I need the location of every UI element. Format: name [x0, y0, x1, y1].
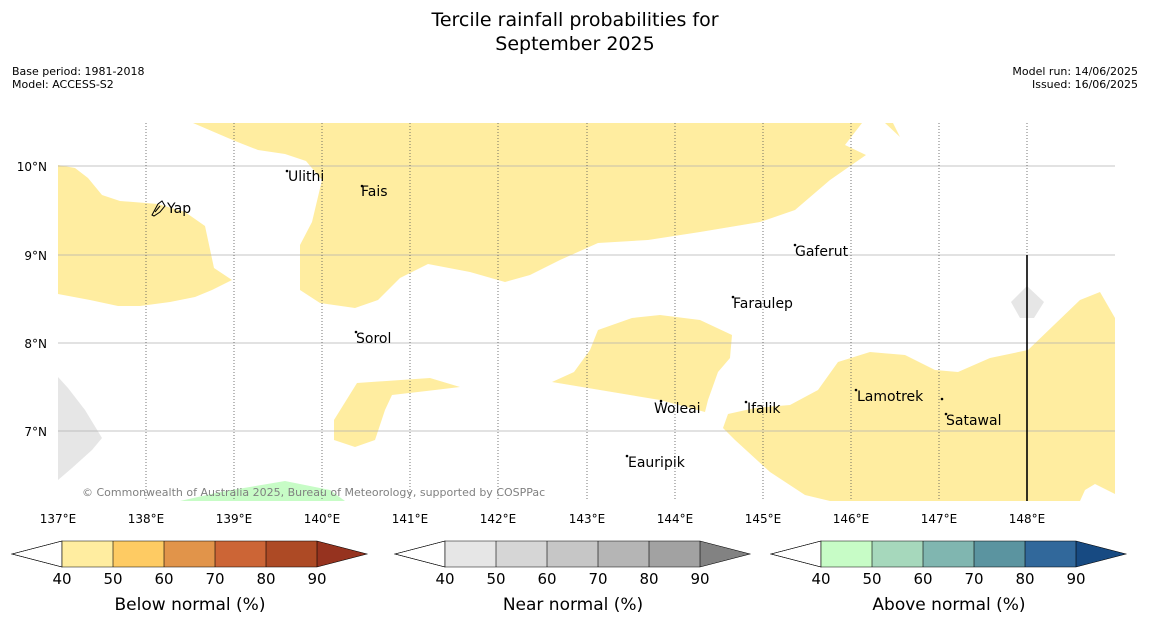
lon-label-144e: 144°E: [657, 512, 694, 526]
island-markers: [151, 169, 948, 458]
meta-left: Base period: 1981-2018 Model: ACCESS-S2: [12, 65, 144, 91]
below-normal-region-southwest: [334, 378, 460, 447]
title-line-1: Tercile rainfall probabilities for: [431, 9, 719, 31]
lat-label-7n: 7°N: [24, 425, 47, 439]
colorbar-above-normal: 40 50 60 70 80 90 Above normal (%): [769, 540, 1128, 615]
below-normal-region-west: [58, 165, 232, 306]
meta-right: Model run: 14/06/2025 Issued: 16/06/2025: [1012, 65, 1138, 91]
lon-label-148e: 148°E: [1009, 512, 1046, 526]
colorbar-below-swatch-3: [215, 541, 266, 567]
colorbar-below-label: Below normal (%): [115, 595, 266, 615]
near-normal-region-west: [58, 377, 102, 480]
colorbar-below-tick-70: 70: [205, 570, 224, 588]
colorbar-near-swatch-3: [598, 541, 649, 567]
place-label-eauripik: Eauripik: [628, 455, 686, 471]
place-label-yap: Yap: [166, 201, 191, 217]
place-label-sorol: Sorol: [356, 331, 391, 347]
yap-island-outline: [151, 200, 166, 217]
colorbar-below-tick-80: 80: [256, 570, 275, 588]
place-label-fais: Fais: [361, 184, 388, 200]
colorbar-below-tick-90: 90: [307, 570, 326, 588]
place-label-woleai: Woleai: [654, 401, 701, 417]
lon-label-141e: 141°E: [392, 512, 429, 526]
base-period-text: Base period: 1981-2018: [12, 65, 145, 78]
colorbar-near-tick-60: 60: [537, 570, 556, 588]
above-normal-region-south: [180, 481, 345, 501]
lat-label-10n: 10°N: [17, 160, 47, 174]
title-line-2: September 2025: [495, 33, 655, 55]
colorbar-below-swatch-2: [164, 541, 215, 567]
colorbar-near-label: Near normal (%): [503, 595, 643, 615]
lon-label-145e: 145°E: [745, 512, 782, 526]
place-label-ifalik: Ifalik: [747, 401, 781, 417]
colorbar-above-tick-90: 90: [1066, 570, 1085, 588]
colorbar-above-tick-60: 60: [913, 570, 932, 588]
colorbar-above-swatch-0: [821, 541, 872, 567]
lon-label-143e: 143°E: [569, 512, 606, 526]
forecast-regions: [58, 123, 1115, 501]
colorbar-below-swatch-0: [62, 541, 113, 567]
colorbar-below-normal: 40 50 60 70 80 90 Below normal (%): [10, 540, 369, 615]
place-label-satawal: Satawal: [946, 413, 1001, 429]
lon-label-139e: 139°E: [216, 512, 253, 526]
colorbar-below-tick-50: 50: [103, 570, 122, 588]
colorbar-near-tick-90: 90: [690, 570, 709, 588]
lon-label-138e: 138°E: [128, 512, 165, 526]
lon-label-140e: 140°E: [304, 512, 341, 526]
lon-label-137e: 137°E: [40, 512, 77, 526]
lon-label-142e: 142°E: [480, 512, 517, 526]
place-label-ulithi: Ulithi: [288, 169, 324, 185]
colorbar-above-swatch-4: [1025, 541, 1076, 567]
colorbar-near-tick-50: 50: [486, 570, 505, 588]
lat-label-8n: 8°N: [24, 337, 47, 351]
model-text: Model: ACCESS-S2: [12, 78, 114, 91]
copyright-notice: © Commonwealth of Australia 2025, Bureau…: [82, 486, 545, 499]
colorbar-near-tick-70: 70: [588, 570, 607, 588]
colorbar-above-tick-50: 50: [862, 570, 881, 588]
colorbar-above-label: Above normal (%): [872, 595, 1025, 615]
colorbar-below-tick-40: 40: [52, 570, 71, 588]
colorbar-near-swatch-4: [649, 541, 700, 567]
colorbar-below-swatch-4: [266, 541, 317, 567]
model-run-text: Model run: 14/06/2025: [1012, 65, 1138, 78]
place-label-lamotrek: Lamotrek: [857, 389, 924, 405]
colorbar-above-swatch-5: [1076, 541, 1126, 567]
lat-label-9n: 9°N: [24, 249, 47, 263]
colorbar-above-tick-80: 80: [1015, 570, 1034, 588]
colorbar-below-tick-60: 60: [154, 570, 173, 588]
colorbar-above-swatch-2: [923, 541, 974, 567]
colorbar-above-tick-70: 70: [964, 570, 983, 588]
map-title: Tercile rainfall probabilities for Septe…: [0, 8, 1150, 56]
place-label-gaferut: Gaferut: [795, 244, 849, 260]
colorbar-above-tick-40: 40: [811, 570, 830, 588]
issued-text: Issued: 16/06/2025: [1031, 78, 1138, 91]
below-normal-region-northeast: [885, 123, 900, 137]
colorbar-near-swatch-2: [547, 541, 598, 567]
colorbar-near-normal: 40 50 60 70 80 90 Near normal (%): [393, 540, 752, 615]
place-label-faraulep: Faraulep: [733, 296, 793, 312]
colorbar-near-tick-80: 80: [639, 570, 658, 588]
colorbar-near-swatch-1: [496, 541, 547, 567]
map-gridlines: [58, 123, 1115, 501]
below-normal-region-southeast: [723, 292, 1115, 501]
lon-label-147e: 147°E: [921, 512, 958, 526]
below-normal-region-north: [193, 123, 866, 308]
colorbar-above-swatch-1: [872, 541, 923, 567]
colorbar-near-swatch-5: [700, 541, 750, 567]
lon-label-146e: 146°E: [833, 512, 870, 526]
colorbar-below-swatch-5: [317, 541, 367, 567]
colorbar-near-tick-40: 40: [435, 570, 454, 588]
colorbar-above-swatch-3: [974, 541, 1025, 567]
colorbar-near-swatch-0: [445, 541, 496, 567]
below-normal-region-center: [552, 315, 732, 412]
colorbar-below-swatch-1: [113, 541, 164, 567]
